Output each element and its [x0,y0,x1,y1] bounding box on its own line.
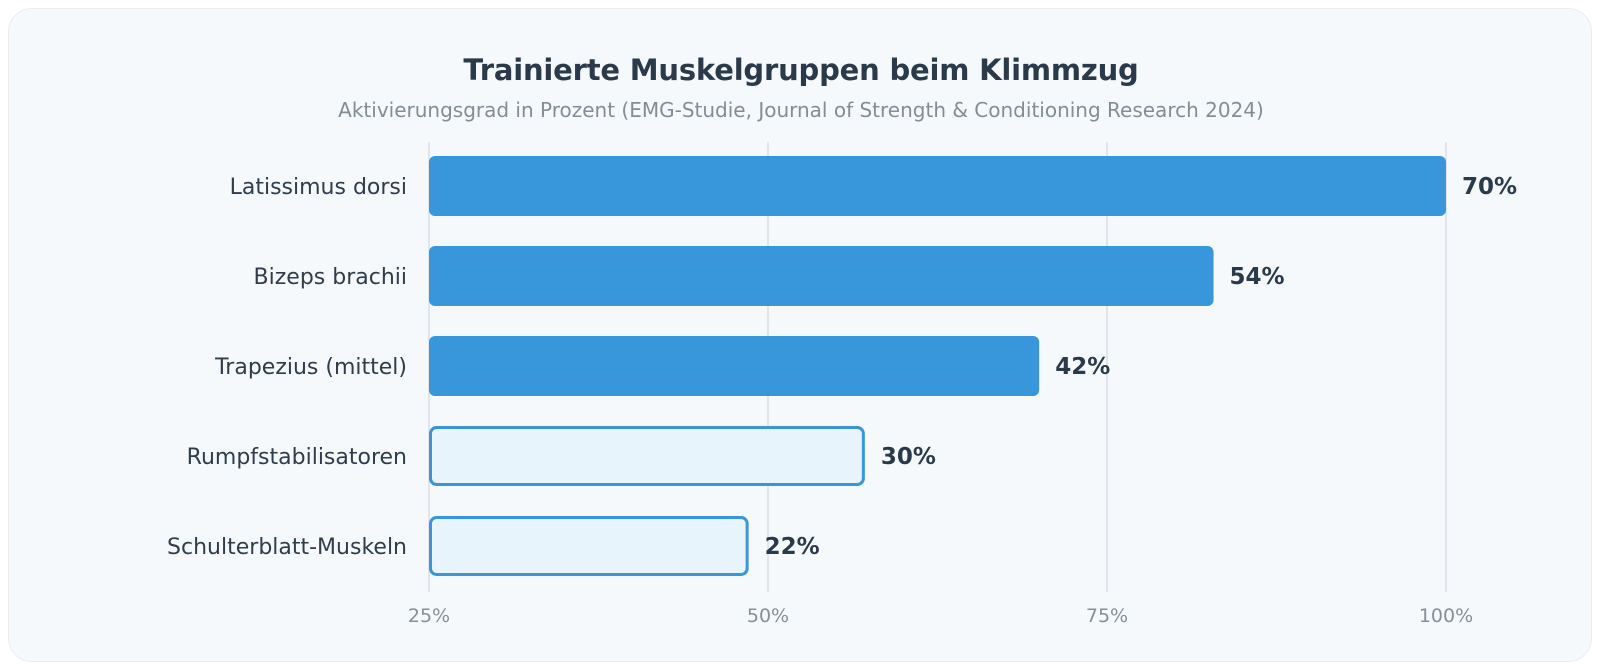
value-label: 42% [1055,354,1110,380]
bar[interactable] [429,246,1214,306]
x-tick-label: 50% [747,605,789,627]
category-label: Rumpfstabilisatoren [187,445,407,470]
chart-title: Trainierte Muskelgruppen beim Klimmzug [463,53,1139,87]
category-label: Bizeps brachii [254,265,407,290]
bar[interactable] [429,426,865,486]
bars [429,156,1446,576]
value-label: 54% [1230,264,1285,290]
bar[interactable] [429,516,749,576]
bar[interactable] [429,156,1446,216]
labels: 25% 50% 75% 100% Latissimus dorsi 70% Bizeps b… [167,174,1517,627]
chart-subtitle: Aktivierungsgrad in Prozent (EMG-Studie,… [338,98,1264,122]
value-label: 30% [881,444,936,470]
category-label: Schulterblatt-Muskeln [167,535,407,560]
bar[interactable] [429,336,1040,396]
category-label: Latissimus dorsi [230,175,407,200]
value-label: 22% [765,534,820,560]
value-label: 70% [1462,174,1517,200]
x-tick-label: 25% [408,605,450,627]
x-tick-label: 75% [1086,605,1128,627]
category-label: Trapezius (mittel) [214,355,407,380]
chart-card: Trainierte Muskelgruppen beim Klimmzug A… [8,8,1592,662]
x-tick-label: 100% [1419,605,1473,627]
